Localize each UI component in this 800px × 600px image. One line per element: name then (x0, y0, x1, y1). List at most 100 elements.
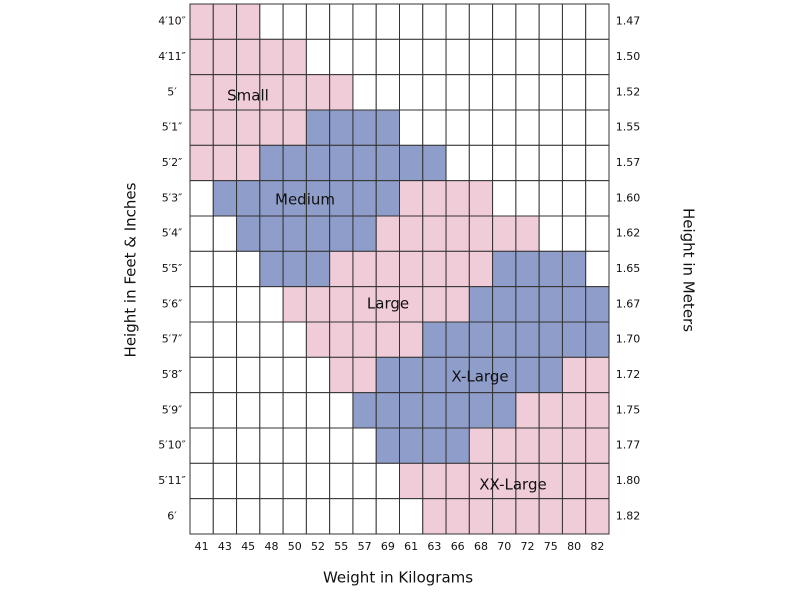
grid-cell (212, 356, 238, 394)
weight-label: 69 (381, 540, 395, 553)
grid-cell (585, 392, 610, 429)
weight-label: 57 (358, 540, 372, 553)
grid-cell (236, 427, 261, 464)
grid-cell (468, 3, 494, 40)
grid-cell (492, 498, 517, 535)
grid-cell (585, 109, 610, 146)
grid-cell (538, 144, 563, 182)
grid-cell (375, 74, 401, 111)
grid-cell (189, 392, 214, 429)
grid-cell (282, 38, 307, 76)
grid-cell (352, 498, 377, 535)
grid-cell (329, 250, 354, 288)
right-axis-title: Height in Meters (680, 208, 698, 332)
grid-cell (212, 215, 238, 252)
grid-cell (305, 286, 331, 323)
grid-cell (259, 250, 284, 288)
grid-cell (422, 427, 447, 464)
grid-cell (375, 392, 401, 429)
grid-cell (282, 498, 307, 535)
grid-cell (329, 462, 354, 500)
grid-cell (236, 498, 261, 535)
grid-cell (561, 427, 587, 464)
height-ft-label: 5′2″ (162, 156, 183, 169)
grid-cell (259, 392, 284, 429)
height-ft-label: 4′10″ (158, 15, 186, 28)
grid-cell (212, 3, 238, 40)
grid-cell (375, 3, 401, 40)
grid-cell (585, 321, 610, 358)
grid-cell (236, 3, 261, 40)
grid-cell (236, 144, 261, 182)
size-label: XX-Large (479, 476, 546, 494)
grid-cell (212, 250, 238, 288)
grid-cell (375, 250, 401, 288)
height-m-label: 1.75 (616, 403, 641, 416)
height-ft-label: 5′5″ (162, 262, 183, 275)
grid-cell (422, 180, 447, 217)
grid-cell (561, 286, 587, 323)
grid-cell (189, 286, 214, 323)
grid-cell (399, 498, 424, 535)
size-label: X-Large (451, 368, 508, 386)
grid-cell (259, 427, 284, 464)
grid-cell (445, 462, 470, 500)
grid-cell (305, 392, 331, 429)
weight-label: 68 (474, 540, 488, 553)
height-m-label: 1.50 (616, 50, 641, 63)
grid-cell (259, 38, 284, 76)
grid-cell (422, 215, 447, 252)
height-ft-label: 5′7″ (162, 333, 183, 346)
grid-cell (468, 215, 494, 252)
grid-cell (561, 392, 587, 429)
grid-cell (422, 109, 447, 146)
grid-cell (585, 427, 610, 464)
grid-cell (212, 392, 238, 429)
grid-cell (561, 3, 587, 40)
weight-label: 66 (451, 540, 465, 553)
grid-cell (492, 38, 517, 76)
grid-cell (515, 321, 540, 358)
grid-cell (329, 3, 354, 40)
grid-cell (329, 356, 354, 394)
grid-cell (561, 144, 587, 182)
grid-cell (422, 498, 447, 535)
grid-cell (445, 392, 470, 429)
grid-cell (515, 38, 540, 76)
grid-cell (585, 3, 610, 40)
height-ft-label: 4′11″ (158, 50, 186, 63)
grid-cell (212, 180, 238, 217)
grid-cell (305, 321, 331, 358)
grid-cell (305, 215, 331, 252)
bottom-axis-title: Weight in Kilograms (323, 569, 473, 587)
grid-cell (445, 321, 470, 358)
grid-cell (492, 180, 517, 217)
grid-cell (515, 498, 540, 535)
grid-cell (329, 498, 354, 535)
grid-cell (538, 3, 563, 40)
height-ft-label: 5′9″ (162, 403, 183, 416)
grid-cell (492, 144, 517, 182)
grid-cell (236, 250, 261, 288)
grid-cell (399, 427, 424, 464)
grid-cell (236, 321, 261, 358)
grid-cell (282, 286, 307, 323)
grid-cell (189, 462, 214, 500)
grid-cell (515, 215, 540, 252)
grid-cell (189, 3, 214, 40)
height-ft-label: 5′1″ (162, 121, 183, 134)
grid-cell (468, 144, 494, 182)
grid-cell (468, 109, 494, 146)
grid-cell (352, 250, 377, 288)
grid-cell (468, 38, 494, 76)
grid-cell (561, 74, 587, 111)
grid-cell (399, 321, 424, 358)
height-m-label: 1.77 (616, 439, 641, 452)
grid-cell (352, 462, 377, 500)
grid-cell (422, 38, 447, 76)
grid-cell (515, 427, 540, 464)
height-m-label: 1.62 (616, 227, 641, 240)
grid-cell (585, 180, 610, 217)
grid-cell (422, 3, 447, 40)
grid-cell (422, 321, 447, 358)
